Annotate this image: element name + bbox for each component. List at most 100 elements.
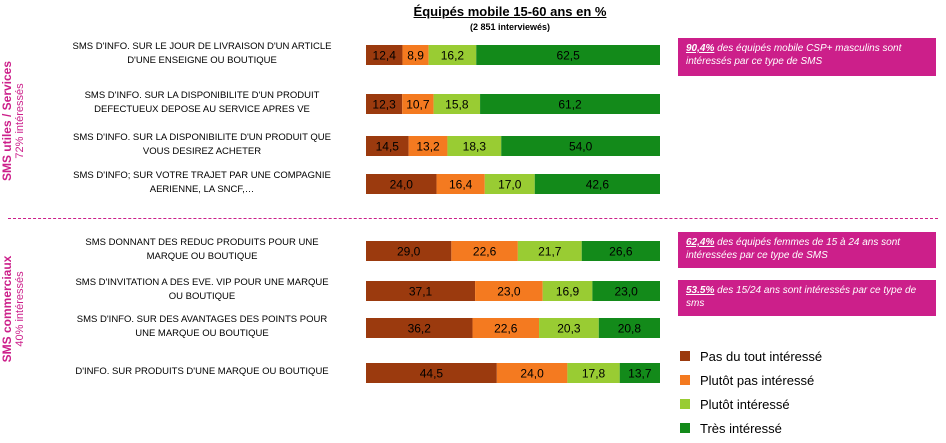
bar-value-label: 12,4 (373, 49, 397, 63)
row-label: SMS D'INVITATION A DES EVE. VIP POUR UNE… (52, 276, 352, 304)
bar-segment (366, 241, 452, 261)
bar-segment (480, 94, 660, 114)
callout-text: des équipés mobile CSP+ masculins sont i… (686, 43, 902, 67)
bar-segment (428, 45, 477, 65)
bar-value-label: 24,0 (520, 367, 544, 381)
bar-segment (539, 318, 599, 338)
callout-highlight: 62,4% (686, 237, 715, 248)
bar-value-label: 23,0 (497, 285, 521, 299)
bar-segment (475, 281, 543, 301)
row-label: SMS D'INFO. SUR DES AVANTAGES DES POINTS… (52, 313, 352, 341)
row-label: SMS D'INFO. SUR LE JOUR DE LIVRAISON D'U… (52, 40, 352, 68)
legend-item: Plutôt pas intéressé (680, 368, 822, 392)
row-label-line: AERIENNE, LA SNCF,… (149, 184, 255, 195)
row-label-line: VOUS DESIREZ ACHETER (142, 146, 262, 157)
legend-label: Très intéressé (700, 420, 782, 436)
bar-value-label: 16,9 (556, 285, 580, 299)
bar-value-label: 21,7 (538, 245, 562, 259)
callout-text: des équipés femmes de 15 à 24 ans sont i… (686, 237, 901, 261)
row-label-line: D'UNE ENSEIGNE OU BOUTIQUE (127, 55, 277, 66)
row-label: SMS DONNANT DES REDUC PRODUITS POUR UNE M… (52, 236, 352, 264)
callout-15-24: 53.5% des 15/24 ans sont intéressés par … (678, 280, 936, 316)
callout-highlight: 90,4% (686, 43, 715, 54)
bar-value-label: 10,7 (406, 98, 430, 112)
bar-segment (366, 318, 473, 338)
bar-value-label: 14,5 (376, 140, 400, 154)
row-label-line: D'INFO. SUR PRODUITS D'UNE MARQUE OU BOU… (75, 366, 329, 377)
bar-value-label: 20,8 (618, 322, 642, 336)
bar-segment (402, 94, 434, 114)
bar-segment (433, 94, 481, 114)
bar-value-label: 26,6 (609, 245, 633, 259)
bar-value-label: 18,3 (463, 140, 487, 154)
bar-value-label: 13,2 (416, 140, 440, 154)
legend-swatch (680, 399, 690, 409)
row-label-line: SMS D'INFO; SUR VOTRE TRAJET PAR UNE COM… (73, 170, 331, 181)
bar-segment (366, 363, 497, 383)
callout-text: des 15/24 ans sont intéressés par ce typ… (686, 285, 917, 309)
bar-value-label: 62,5 (556, 49, 580, 63)
bar-value-label: 15,8 (445, 98, 469, 112)
bar-segment (366, 136, 409, 156)
row-label-line: SMS DONNANT DES REDUC PRODUITS POUR UNE (85, 237, 319, 248)
bar-value-label: 16,2 (441, 49, 465, 63)
legend-label: Plutôt pas intéressé (700, 372, 815, 388)
row-label-line: OU BOUTIQUE (168, 291, 236, 302)
bar-segment (366, 45, 403, 65)
bar-value-label: 12,3 (372, 98, 396, 112)
bar-segment (436, 174, 485, 194)
bar-segment (476, 45, 660, 65)
row-label-line: SMS D'INFO. SUR LA DISPONIBILITE D'UN PR… (84, 90, 320, 101)
bar-segment (567, 363, 620, 383)
bar-value-label: 13,7 (628, 367, 652, 381)
legend-item: Plutôt intéressé (680, 392, 822, 416)
bar-value-label: 20,3 (557, 322, 581, 336)
bar-segment (366, 281, 476, 301)
bar-value-label: 29,0 (397, 245, 421, 259)
bar-segment (402, 45, 429, 65)
bar-value-label: 54,0 (569, 140, 593, 154)
bar-value-label: 61,2 (558, 98, 582, 112)
bar-value-label: 22,6 (494, 322, 518, 336)
bar-value-label: 23,0 (615, 285, 639, 299)
legend-item: Très intéressé (680, 416, 822, 440)
row-label-line: MARQUE OU BOUTIQUE (146, 251, 258, 262)
callout-femmes-15-24: 62,4% des équipés femmes de 15 à 24 ans … (678, 232, 936, 268)
bar-value-label: 36,2 (408, 322, 432, 336)
bar-segment (592, 281, 660, 301)
bar-value-label: 44,5 (420, 367, 444, 381)
bar-segment (451, 241, 518, 261)
row-label-line: UNE MARQUE OU BOUTIQUE (135, 328, 269, 339)
bar-value-label: 17,8 (582, 367, 606, 381)
section-divider (8, 218, 938, 219)
callout-csp-masculins: 90,4% des équipés mobile CSP+ masculins … (678, 38, 936, 76)
legend-label: Plutôt intéressé (700, 396, 790, 412)
bar-segment (447, 136, 502, 156)
chart-title: Équipés mobile 15-60 ans en % (413, 4, 607, 19)
bar-value-label: 24,0 (390, 178, 414, 192)
bar-segment (366, 94, 403, 114)
bar-segment (534, 174, 660, 194)
legend-swatch (680, 375, 690, 385)
row-label: SMS D'INFO; SUR VOTRE TRAJET PAR UNE COM… (52, 169, 352, 197)
bar-segment (408, 136, 448, 156)
row-label: D'INFO. SUR PRODUITS D'UNE MARQUE OU BOU… (52, 365, 352, 379)
chart-subtitle: (2 851 interviewés) (469, 22, 551, 32)
row-label-line: DEFECTUEUX DEPOSE AU SERVICE APRES VE (94, 104, 310, 115)
callout-highlight: 53.5% (686, 285, 715, 296)
bar-segment (542, 281, 593, 301)
legend-swatch (680, 351, 690, 361)
legend-item: Pas du tout intéressé (680, 344, 822, 368)
legend-label: Pas du tout intéressé (700, 348, 823, 364)
bar-segment (619, 363, 660, 383)
legend-swatch (680, 423, 690, 433)
bar-value-label: 8,9 (407, 49, 424, 63)
bar-segment (366, 174, 437, 194)
row-label: SMS D'INFO. SUR LA DISPONIBILITE D'UN PR… (52, 131, 352, 159)
chart-legend: Pas du tout intéressé Plutôt pas intéress… (680, 344, 822, 440)
bar-value-label: 42,6 (586, 178, 610, 192)
row-label-line: SMS D'INFO. SUR LA DISPONIBILITE D'UN PR… (73, 132, 331, 143)
bar-value-label: 22,6 (473, 245, 497, 259)
bar-value-label: 16,4 (449, 178, 473, 192)
